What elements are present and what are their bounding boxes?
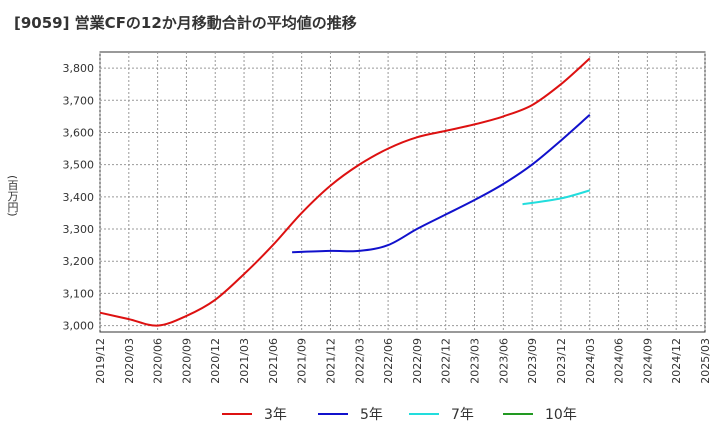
x-tick-label: 2022/09 (411, 338, 424, 384)
y-tick-label: 3,000 (63, 320, 95, 333)
x-tick-label: 2021/03 (238, 338, 251, 384)
x-tick-label: 2023/09 (526, 338, 539, 384)
y-tick-label: 3,400 (63, 191, 95, 204)
x-tick-label: 2022/06 (382, 338, 395, 384)
y-tick-label: 3,300 (63, 223, 95, 236)
x-tick-label: 2020/03 (123, 338, 136, 384)
series-line-2 (292, 114, 591, 254)
y-tick-label: 3,200 (63, 255, 95, 268)
legend-label: 7年 (451, 407, 474, 423)
series-line-3 (522, 189, 591, 206)
legend-label: 5年 (360, 407, 383, 423)
x-tick-label: 2025/03 (699, 338, 712, 384)
y-tick-label: 3,500 (63, 159, 95, 172)
legend-label: 10年 (545, 407, 577, 423)
y-axis-label: (百万円) (6, 175, 19, 217)
x-tick-label: 2022/12 (440, 338, 453, 384)
x-tick-label: 2023/12 (555, 338, 568, 384)
x-tick-label: 2024/12 (670, 338, 683, 384)
x-tick-label: 2020/09 (180, 338, 193, 384)
x-tick-label: 2020/12 (209, 338, 222, 384)
y-tick-label: 3,700 (63, 94, 95, 107)
plot-area (99, 51, 706, 333)
x-tick-label: 2023/03 (469, 338, 482, 384)
x-tick-label: 2021/12 (324, 338, 337, 384)
y-tick-label: 3,600 (63, 126, 95, 139)
y-tick-label: 3,800 (63, 62, 95, 75)
legend-label: 3年 (264, 407, 287, 423)
chart-title: [9059] 営業CFの12か月移動合計の平均値の推移 (14, 14, 357, 32)
x-tick-label: 2022/03 (353, 338, 366, 384)
x-tick-label: 2021/06 (267, 338, 280, 384)
x-tick-label: 2021/09 (296, 338, 309, 384)
x-tick-label: 2024/09 (641, 338, 654, 384)
x-tick-label: 2019/12 (94, 338, 107, 384)
x-tick-label: 2020/06 (152, 338, 165, 384)
x-tick-label: 2023/06 (497, 338, 510, 384)
series-line-1 (99, 57, 591, 327)
x-tick-label: 2024/06 (613, 338, 626, 384)
x-tick-label: 2024/03 (584, 338, 597, 384)
y-tick-label: 3,100 (63, 287, 95, 300)
